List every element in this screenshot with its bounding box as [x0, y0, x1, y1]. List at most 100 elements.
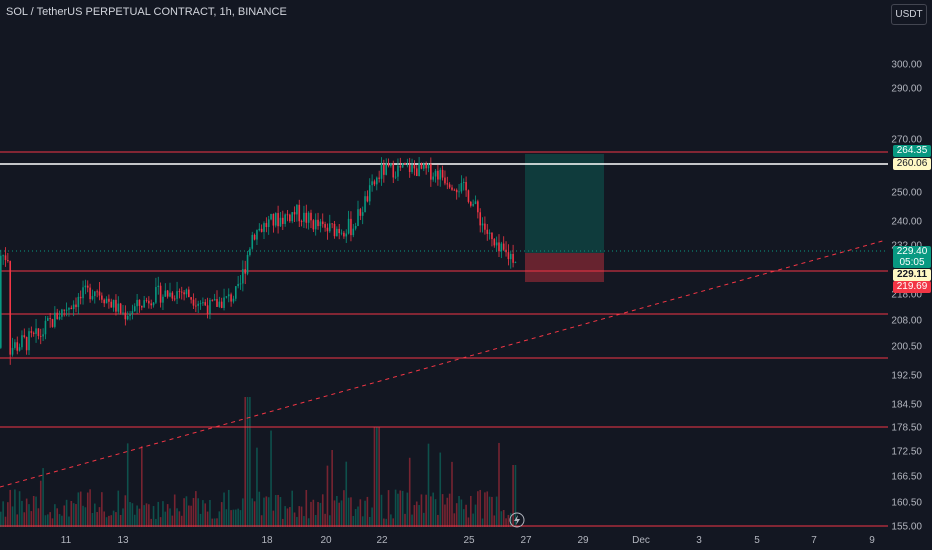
candle-body	[162, 296, 164, 303]
candle-body	[42, 334, 44, 337]
candle-body	[512, 253, 514, 263]
candle-body	[65, 309, 68, 311]
candle-body	[279, 217, 282, 227]
trendline[interactable]	[0, 239, 887, 488]
volume-bar	[397, 493, 399, 527]
candle-body	[390, 163, 392, 166]
candle-body	[488, 232, 491, 234]
price-tick-label: 184.50	[891, 400, 922, 411]
volume-bar	[96, 512, 98, 527]
candle-body	[112, 299, 115, 308]
volume-bar	[401, 490, 404, 527]
volume-bar	[352, 515, 355, 527]
volume-bar	[30, 511, 33, 527]
candle-body	[336, 228, 338, 237]
candle-body	[25, 337, 28, 351]
volume-bar	[115, 512, 117, 527]
price-tick-label: 208.00	[891, 316, 922, 327]
candle-body	[448, 184, 451, 188]
volume-bar	[387, 490, 390, 527]
volume-bar	[465, 504, 467, 527]
volume-bar	[220, 502, 223, 527]
candle-body	[159, 285, 162, 303]
candle-body	[502, 243, 505, 250]
volume-bar	[359, 499, 362, 527]
candle-body	[148, 300, 150, 304]
volume-bar	[291, 490, 293, 527]
bar-countdown: 05:05	[899, 257, 925, 268]
candle-body	[364, 196, 366, 213]
candle-body	[319, 221, 322, 227]
volume-bar	[145, 503, 148, 527]
volume-bar	[166, 504, 169, 527]
candle-body	[359, 209, 362, 216]
candle-body	[434, 170, 437, 177]
price-tick-label: 218.00	[891, 290, 922, 301]
volume-bar	[126, 443, 129, 527]
long-position-tool[interactable]	[525, 153, 604, 282]
price-tick-label: 300.00	[891, 60, 922, 71]
candle-body	[484, 223, 486, 230]
candle-body	[206, 305, 209, 314]
candle-body	[70, 307, 73, 310]
volume-bar	[430, 496, 432, 527]
volume-bar	[204, 503, 207, 527]
candle-body	[4, 255, 7, 261]
candle-body	[230, 294, 232, 302]
volume-bar	[293, 512, 296, 527]
candle-body	[314, 219, 317, 230]
time-tick-label: 27	[520, 535, 532, 546]
take-profit-price-label: 264.35	[893, 145, 931, 157]
price-tick-label: 250.00	[891, 188, 922, 199]
candle-body	[246, 254, 249, 274]
volume-bar	[289, 507, 291, 527]
volume-bar	[282, 518, 284, 527]
volume-bar	[77, 492, 80, 527]
volume-bar	[72, 503, 75, 527]
candle-body	[300, 221, 303, 223]
symbol-title[interactable]: SOL / TetherUS PERPETUAL CONTRACT, 1h, B…	[6, 6, 287, 18]
horizontal-levels[interactable]	[0, 151, 888, 527]
volume-bar	[502, 509, 505, 527]
resistance-price-label: 260.06	[893, 158, 931, 170]
volume-bar	[232, 509, 235, 527]
volume-bar	[244, 397, 246, 527]
candle-body	[347, 218, 350, 234]
volume-bar	[258, 491, 261, 527]
candle-body	[204, 302, 207, 306]
candle-body	[260, 228, 263, 232]
volume-bar	[251, 498, 254, 527]
volume-bar	[479, 489, 481, 527]
volume-bar	[124, 495, 127, 527]
candle-body	[51, 319, 54, 327]
price-tick-label: 270.00	[891, 135, 922, 146]
time-axis[interactable]: 11 13 18 20 22 25 27 29 Dec 3 5 7 9	[61, 535, 875, 546]
candle-body	[418, 163, 420, 177]
lightning-icon[interactable]	[509, 512, 525, 528]
volume-bar	[286, 508, 289, 527]
candle-body	[0, 255, 2, 348]
take-profit-zone[interactable]	[525, 153, 604, 253]
volume-bar	[256, 447, 258, 527]
volume-bar	[434, 499, 437, 527]
volume-bar	[65, 499, 68, 527]
volume-bar	[63, 505, 66, 527]
volume-bar	[152, 506, 155, 527]
candle-body	[425, 163, 427, 169]
volume-bar	[340, 500, 343, 527]
stop-loss-zone[interactable]	[525, 253, 604, 282]
time-tick-label: 25	[463, 535, 475, 546]
volume-bar	[28, 504, 30, 527]
candle-body	[441, 169, 444, 178]
volume-bar	[378, 427, 380, 527]
volume-bar	[317, 502, 319, 527]
volume-bar	[188, 505, 190, 527]
volume-bar	[296, 516, 298, 527]
volume-bar	[507, 514, 510, 527]
currency-button[interactable]: USDT	[891, 4, 927, 25]
candle-body	[143, 300, 145, 308]
volume-bar	[23, 512, 26, 527]
ascending-trendline[interactable]	[0, 239, 887, 488]
candle-body	[253, 234, 256, 240]
